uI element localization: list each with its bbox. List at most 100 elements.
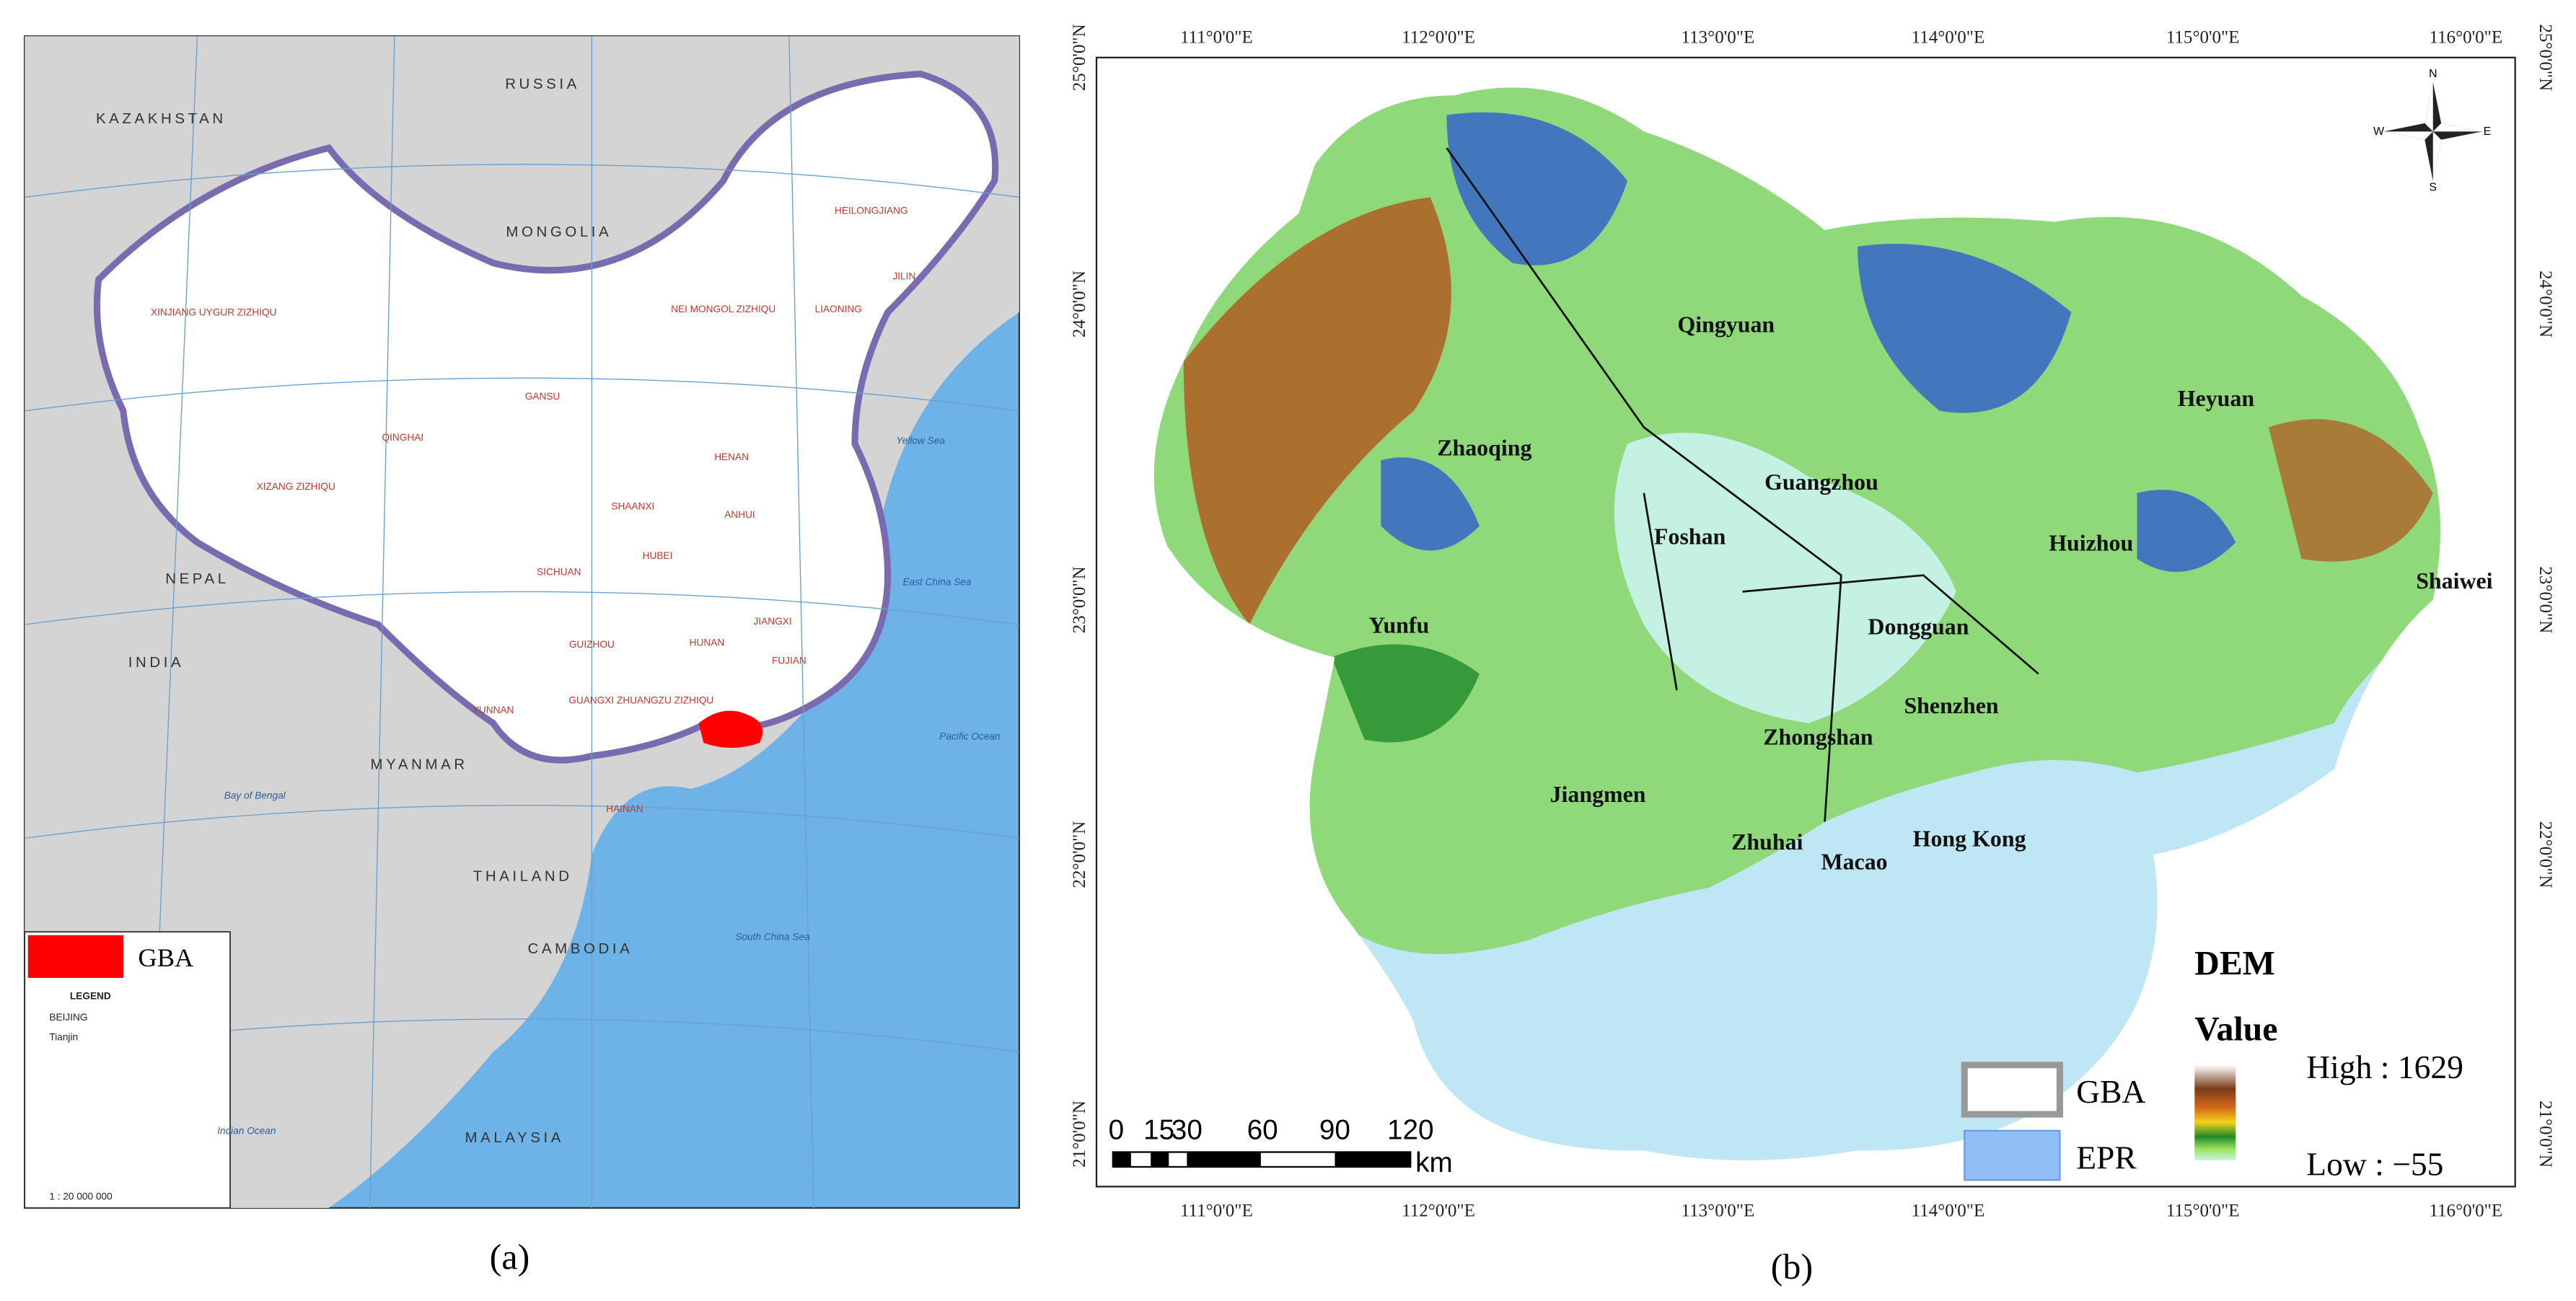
dem-ramp <box>2194 1064 2236 1160</box>
gba-swatch <box>27 935 123 978</box>
panel-b-labels: Qingyuan Zhaoqing Guangzhou Heyuan Foshan Hui… <box>1070 24 2555 1220</box>
legend-entry: GBA <box>138 943 194 972</box>
region-label: JILIN <box>892 270 915 281</box>
lon-label: 115°0'0"E <box>2166 1201 2240 1220</box>
epr-zone <box>1381 112 2236 573</box>
city-label: Heyuan <box>2178 386 2255 411</box>
lat-label: 24°0'0"N <box>1070 270 1089 338</box>
forest <box>1331 644 1480 743</box>
map-scale: 1 : 20 000 000 <box>49 1191 113 1202</box>
scale-label: 30 <box>1171 1114 1203 1145</box>
country-label: MYANMAR <box>371 757 468 773</box>
epr-swatch <box>1964 1129 2061 1181</box>
lon-label: 116°0'0"E <box>2429 1201 2502 1220</box>
legend-low: Low : −55 <box>2306 1145 2443 1182</box>
lon-label: 114°0'0"E <box>1912 27 1985 47</box>
scale-label: 120 <box>1387 1114 1434 1145</box>
lat-label: 22°0'0"N <box>2536 821 2555 888</box>
panel-b-map: Qingyuan Zhaoqing Guangzhou Heyuan Foshan Hui… <box>1070 24 2555 1287</box>
country-label: NEPAL <box>165 570 229 587</box>
sea-label: Bay of Bengal <box>224 790 286 801</box>
lon-label: 114°0'0"E <box>1912 1201 1985 1220</box>
country-label: KAZAKHSTAN <box>96 110 227 127</box>
lat-label: 22°0'0"N <box>1070 821 1089 888</box>
country-label: MONGOLIA <box>506 224 612 240</box>
region-label: HUNAN <box>690 638 725 648</box>
highland <box>1183 197 1451 625</box>
north-arrow <box>2383 81 2483 181</box>
country-label: RUSSIA <box>505 76 580 92</box>
compass-letter: E <box>2484 125 2492 138</box>
graticule <box>25 36 1019 1208</box>
legend-title: DEM <box>2194 944 2275 982</box>
region-label: HEILONGJIANG <box>835 205 908 216</box>
region-label: ANHUI <box>724 509 755 520</box>
lon-label: 115°0'0"E <box>2166 27 2240 47</box>
legend-subtitle: Value <box>2194 1010 2277 1049</box>
legend-high: High : 1629 <box>2306 1049 2463 1085</box>
legend-gba: GBA <box>2076 1073 2145 1110</box>
region-label: JIANGXI <box>754 616 792 627</box>
compass-letter: S <box>2429 181 2437 193</box>
city-label: Zhongshan <box>1763 724 1873 749</box>
china-outline <box>93 70 999 764</box>
delta-lowland <box>1614 433 1956 723</box>
legend-epr: EPR <box>2076 1139 2137 1176</box>
region-label: QINGHAI <box>382 432 423 443</box>
city-label: Dongguan <box>1868 614 1969 640</box>
city-label: Macao <box>1821 850 1888 875</box>
country-label: CAMBODIA <box>528 940 633 957</box>
region-label: YUNNAN <box>472 705 514 715</box>
compass-letter: N <box>2429 68 2437 80</box>
lon-label: 113°0'0"E <box>1682 1201 1755 1220</box>
city-label: Zhuhai <box>1731 829 1803 855</box>
sea-label: South China Sea <box>735 932 810 943</box>
region-label: GANSU <box>525 391 561 402</box>
region-label: NEI MONGOL ZIZHIQU <box>671 304 775 314</box>
lat-label: 24°0'0"N <box>2536 270 2555 338</box>
sea-label: Indian Ocean <box>217 1125 276 1136</box>
scale-unit: km <box>1415 1147 1453 1178</box>
country-label: INDIA <box>128 654 184 671</box>
region-label: GUIZHOU <box>569 639 615 650</box>
legend-item: BEIJING <box>49 1012 87 1023</box>
scale-bar-segments <box>1112 1152 1411 1168</box>
highland <box>2268 419 2433 562</box>
city-label: Shenzhen <box>1904 693 1998 718</box>
legend-item: Tianjin <box>49 1032 78 1043</box>
city-label: Jiangmen <box>1550 782 1646 807</box>
region-label: XIZANG ZIZHIQU <box>257 481 335 492</box>
region-label: HAINAN <box>606 803 643 814</box>
sea-label: Yellow Sea <box>896 435 945 446</box>
panel-a-labels: RUSSIA KAZAKHSTAN MONGOLIA INDIA MYANMAR THAI… <box>96 76 1001 1146</box>
region-label: SICHUAN <box>537 567 581 578</box>
lon-label: 111°0'0"E <box>1180 1201 1253 1220</box>
region-label: GUANGXI ZHUANGZU ZIZHIQU <box>568 694 713 705</box>
region-label: FUJIAN <box>772 656 806 666</box>
lat-label: 21°0'0"N <box>1070 1101 1089 1168</box>
scale-label: 60 <box>1247 1114 1278 1145</box>
city-label: Guangzhou <box>1764 469 1878 495</box>
compass-letter: W <box>2373 125 2384 138</box>
city-label: Hong Kong <box>1913 826 2026 852</box>
sea-label: East China Sea <box>903 576 972 587</box>
city-boundary <box>1446 147 2039 822</box>
region-label: SHAANXI <box>611 500 654 511</box>
lat-label: 23°0'0"N <box>2536 566 2555 633</box>
panel-label: (a) <box>490 1236 530 1276</box>
scale-label: 0 <box>1109 1114 1125 1145</box>
panel-label: (b) <box>1771 1246 1813 1287</box>
lat-label: 23°0'0"N <box>1070 566 1089 633</box>
panel-a-map: GBA LEGEND BEIJING Tianjin 1 : 20 000 00… <box>24 35 1021 1276</box>
region-label: HUBEI <box>643 550 673 561</box>
legend-title: LEGEND <box>70 991 111 1002</box>
lat-label: 21°0'0"N <box>2536 1101 2555 1168</box>
country-label: MALAYSIA <box>465 1129 564 1146</box>
lon-label: 112°0'0"E <box>1402 1201 1475 1220</box>
lon-label: 111°0'0"E <box>1180 27 1253 47</box>
lat-label: 25°0'0"N <box>2536 24 2555 91</box>
gba-swatch <box>1961 1062 2063 1118</box>
lat-label: 25°0'0"N <box>1070 24 1089 91</box>
